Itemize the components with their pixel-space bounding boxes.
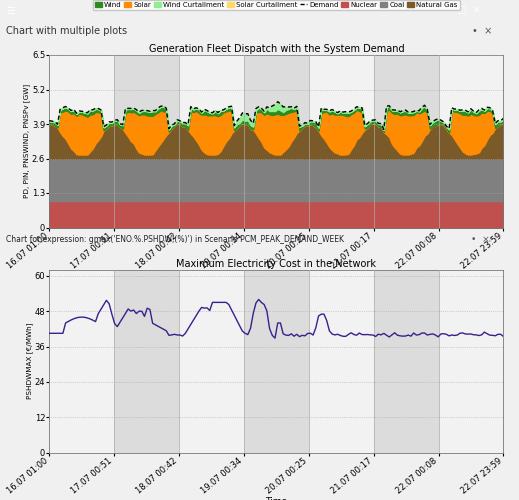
Text: □  ×: □ × [457,6,481,16]
Legend: Wind, Solar, Wind Curtailment, Solar Curtailment, Demand, Nuclear, Coal, Natural: Wind, Solar, Wind Curtailment, Solar Cur… [93,0,460,10]
Y-axis label: PSHDWMAX [€/MWh]: PSHDWMAX [€/MWh] [26,323,33,400]
Bar [244,270,309,452]
Text: ☰: ☰ [6,6,15,16]
Title: Maximum Electricity Cost in the Network: Maximum Electricity Cost in the Network [176,259,376,269]
Y-axis label: PD, PIN, PNSWIND, PNSPv [GW]: PD, PIN, PNSWIND, PNSPv [GW] [24,84,31,198]
Bar [439,270,503,452]
Bar [309,270,374,452]
Bar [49,270,114,452]
Bar [439,55,503,228]
Bar [309,55,374,228]
Bar [114,270,179,452]
X-axis label: Time: Time [265,498,288,500]
Bar [374,270,439,452]
Text: •  ×: • × [472,26,493,36]
Bar [179,270,244,452]
Bar [49,55,114,228]
Text: Chart with multiple plots: Chart with multiple plots [6,26,127,36]
Text: •  ×: • × [471,234,489,244]
Bar [374,55,439,228]
Bar [114,55,179,228]
X-axis label: Time: Time [265,272,288,281]
Bar [179,55,244,228]
Bar [244,55,309,228]
Text: Chart for expression: gmax('ENO.%.PSHDW,(%)') in Scenario PCM_PEAK_DEMAND_WEEK: Chart for expression: gmax('ENO.%.PSHDW,… [6,234,344,244]
Title: Generation Fleet Dispatch with the System Demand: Generation Fleet Dispatch with the Syste… [148,44,404,54]
